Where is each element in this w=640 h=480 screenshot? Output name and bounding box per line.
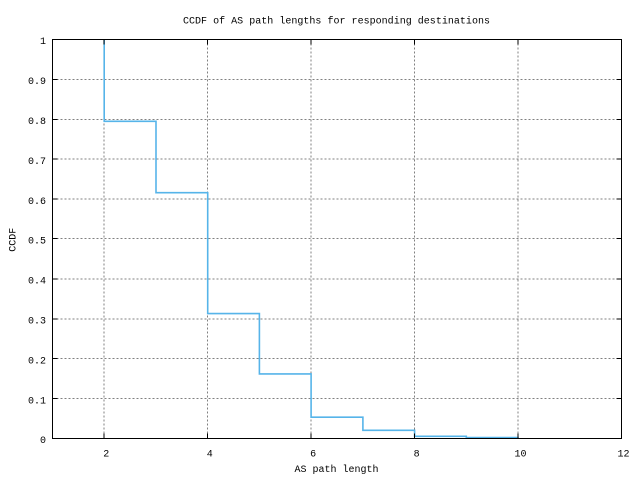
svg-text:0: 0: [40, 436, 46, 447]
svg-text:6: 6: [310, 450, 316, 461]
svg-text:12: 12: [617, 450, 629, 461]
svg-text:2: 2: [103, 450, 109, 461]
svg-text:0.5: 0.5: [28, 237, 46, 248]
svg-text:0.7: 0.7: [28, 157, 46, 168]
svg-text:0.8: 0.8: [28, 117, 46, 128]
svg-text:0.6: 0.6: [28, 197, 46, 208]
svg-text:CCDF of AS path lengths for re: CCDF of AS path lengths for responding d…: [183, 15, 490, 27]
svg-text:0.4: 0.4: [28, 277, 46, 288]
svg-text:0.1: 0.1: [28, 396, 46, 407]
svg-text:0.2: 0.2: [28, 356, 46, 367]
svg-text:AS path length: AS path length: [294, 464, 378, 476]
svg-text:10: 10: [514, 450, 526, 461]
svg-text:0.9: 0.9: [28, 77, 46, 88]
svg-text:1: 1: [40, 37, 46, 48]
svg-text:4: 4: [207, 450, 213, 461]
svg-text:8: 8: [414, 450, 420, 461]
svg-text:CCDF: CCDF: [9, 228, 20, 252]
svg-text:0.3: 0.3: [28, 317, 46, 328]
